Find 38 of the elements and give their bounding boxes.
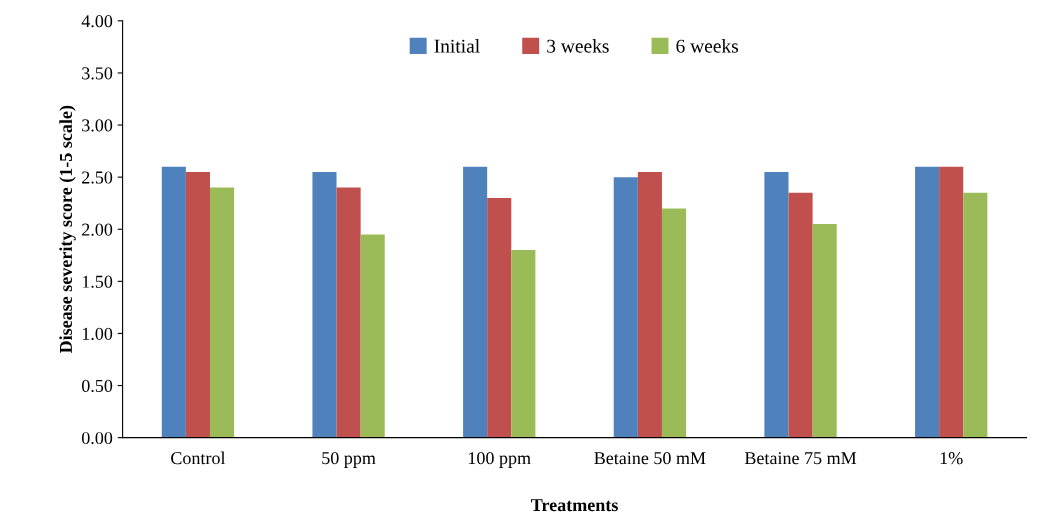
bar — [637, 171, 662, 438]
x-tick-label: 1% — [940, 452, 963, 465]
bar — [511, 250, 536, 438]
bar — [613, 177, 638, 438]
legend-label: Initial — [434, 39, 480, 53]
x-tick-label: Control — [171, 451, 226, 465]
y-tick-label: 2.50 — [82, 171, 113, 184]
bar — [939, 166, 964, 438]
y-tick-label: 0.50 — [81, 379, 113, 393]
x-tick-label: Betaine 50 mM — [594, 452, 706, 465]
x-tick-label: 100 ppm — [468, 452, 531, 468]
x-tick-label: Betaine 75 mM — [744, 452, 857, 465]
bar — [764, 171, 789, 438]
bar — [312, 171, 337, 438]
bar — [185, 171, 210, 438]
bar — [161, 166, 186, 438]
y-tick-label: 1.00 — [82, 327, 113, 340]
bar — [915, 166, 940, 438]
legend-label: 6 weeks — [676, 39, 739, 53]
bar — [812, 224, 837, 438]
x-tick-label: 50 ppm — [322, 452, 376, 468]
y-tick-label: 2.00 — [82, 223, 113, 236]
bar — [336, 187, 361, 438]
x-axis-title: Treatments — [531, 499, 618, 512]
y-tick-label: 4.00 — [81, 15, 113, 28]
bar — [487, 197, 512, 438]
bar — [788, 192, 813, 438]
y-tick-label: 0.00 — [81, 431, 113, 445]
bar — [463, 166, 488, 438]
bar — [963, 192, 988, 438]
bar — [209, 187, 235, 438]
y-axis-title: Disease severity score (1-5 scale) — [59, 105, 76, 354]
bar — [661, 208, 687, 438]
y-tick-label: 3.50 — [82, 67, 113, 80]
y-tick-label: 1.50 — [82, 275, 113, 288]
y-tick-label: 3.00 — [82, 119, 113, 132]
legend-label: 3 weeks — [547, 39, 609, 53]
bar — [360, 234, 385, 438]
